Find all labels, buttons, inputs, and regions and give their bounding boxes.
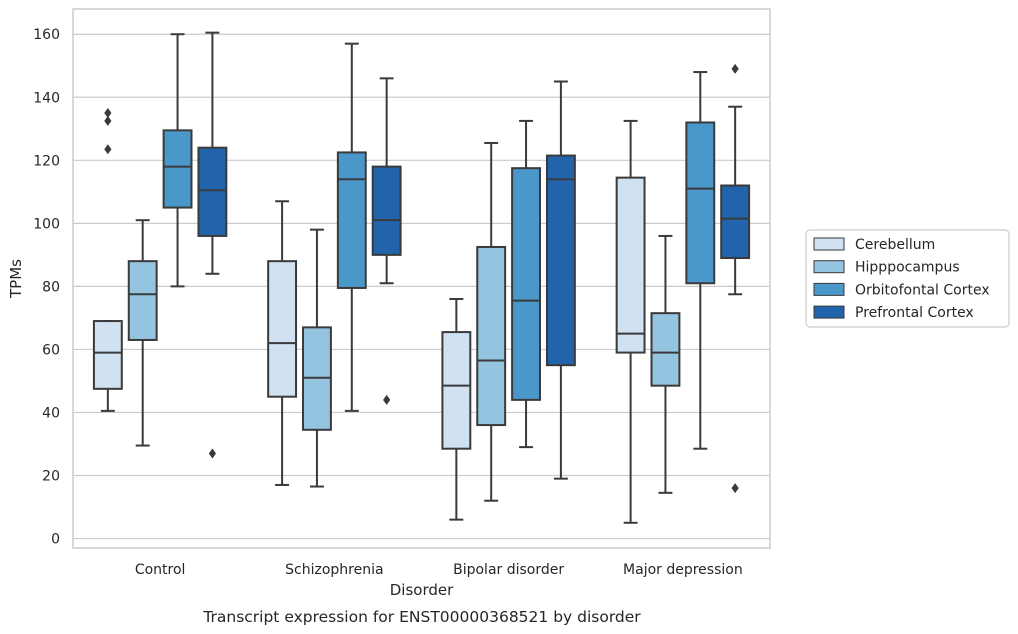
iqr-box xyxy=(92,320,123,390)
legend-item: Orbitofontal Cortex xyxy=(813,282,990,298)
box-orbitofontal-cortex xyxy=(511,119,541,449)
legend-label: Prefrontal Cortex xyxy=(855,305,974,321)
box-groups xyxy=(92,31,751,524)
legend-swatch xyxy=(813,282,845,296)
iqr-box xyxy=(685,121,716,285)
x-tick-label: Control xyxy=(135,562,186,578)
box-cerebellum xyxy=(267,200,298,486)
legend-label: Cerebellum xyxy=(855,237,935,253)
box-prefrontal-cortex xyxy=(720,63,751,494)
outlier-point xyxy=(383,394,391,405)
y-axis-ticks: 0 20 40 60 80 100 120 140 160 xyxy=(33,27,60,547)
y-tick-label: 40 xyxy=(42,405,60,421)
legend: Cerebellum Hipppocampus Orbitofontal Corte… xyxy=(805,229,1010,328)
legend-swatch xyxy=(813,305,845,319)
box-orbitofontal-cortex xyxy=(685,71,716,450)
iqr-box xyxy=(162,129,193,209)
iqr-box xyxy=(720,184,751,260)
outlier-point xyxy=(104,115,112,126)
legend-item: Prefrontal Cortex xyxy=(813,305,974,321)
box-prefrontal-cortex xyxy=(545,80,576,480)
y-tick-label: 80 xyxy=(42,279,60,295)
outlier-point xyxy=(104,108,112,119)
outlier-point xyxy=(731,63,739,74)
outlier-point xyxy=(104,144,112,155)
iqr-box xyxy=(441,331,472,450)
box-prefrontal-cortex xyxy=(371,77,402,405)
x-tick-label: Bipolar disorder xyxy=(453,562,564,578)
iqr-box xyxy=(511,167,541,401)
y-tick-label: 160 xyxy=(33,27,60,43)
box-cerebellum xyxy=(441,297,472,521)
iqr-box xyxy=(267,260,298,398)
y-tick-label: 100 xyxy=(33,216,60,232)
y-tick-label: 60 xyxy=(42,342,60,358)
box-prefrontal-cortex xyxy=(197,31,228,459)
iqr-box xyxy=(545,154,576,367)
iqr-box xyxy=(650,312,681,387)
x-tick-label: Major depression xyxy=(623,562,743,578)
box-hipppocampus xyxy=(302,228,332,488)
box-orbitofontal-cortex xyxy=(336,42,367,412)
x-axis-ticks: Control Schizophrenia Bipolar disorder Majo… xyxy=(135,562,743,578)
iqr-box xyxy=(476,245,507,427)
iqr-box xyxy=(197,146,228,237)
box-cerebellum xyxy=(615,119,646,524)
y-tick-label: 120 xyxy=(33,153,60,169)
box-hipppocampus xyxy=(476,141,507,502)
legend-label: Orbitofontal Cortex xyxy=(855,282,990,298)
iqr-box xyxy=(127,260,158,341)
iqr-box xyxy=(371,165,402,256)
chart-caption: Transcript expression for ENST0000036852… xyxy=(202,608,641,626)
plot-frame xyxy=(72,8,771,549)
outlier-point xyxy=(208,448,216,459)
box-hipppocampus xyxy=(127,219,158,447)
y-tick-label: 20 xyxy=(42,469,60,485)
legend-swatch xyxy=(813,237,845,251)
legend-item: Hipppocampus xyxy=(813,260,960,276)
outlier-point xyxy=(731,483,739,494)
box-cerebellum xyxy=(92,108,123,412)
x-axis-label: Disorder xyxy=(390,581,454,599)
iqr-box xyxy=(615,176,646,354)
legend-frame xyxy=(805,229,1010,328)
iqr-box xyxy=(336,151,367,289)
x-tick-label: Schizophrenia xyxy=(285,562,383,578)
y-tick-label: 0 xyxy=(51,532,60,548)
box-orbitofontal-cortex xyxy=(162,33,193,288)
legend-swatch xyxy=(813,260,845,274)
legend-item: Cerebellum xyxy=(813,237,935,253)
y-axis-label: TPMs xyxy=(7,259,25,299)
box-hipppocampus xyxy=(650,234,681,494)
y-tick-label: 140 xyxy=(33,90,60,106)
legend-label: Hipppocampus xyxy=(855,260,960,276)
